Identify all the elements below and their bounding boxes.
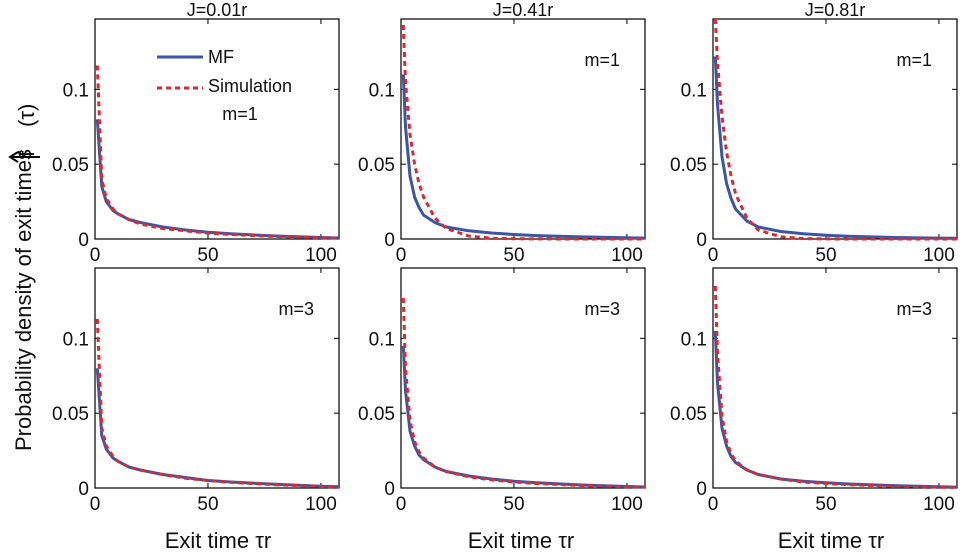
panel-title: J=0.01r	[187, 0, 248, 20]
panel-2: 0 50 100 0 0.05 0.1 J=0.41r m=1	[358, 0, 646, 266]
y-tick-label: 0.1	[369, 80, 395, 101]
y-axis-label: Probability density of exit times	[11, 149, 36, 451]
x-tick-label: 0	[90, 245, 101, 266]
y-tick-label: 0.1	[681, 329, 707, 350]
y-tick-label: 0	[696, 230, 707, 251]
x-tick-label: 100	[305, 245, 337, 266]
x-axis-label-col3: Exit time τr	[778, 528, 884, 553]
panel-3: 0 50 100 0 0.05 0.1 J=0.81r m=1	[670, 0, 958, 266]
y-tick-label: 0.1	[63, 329, 89, 350]
panel-4: 0 50 100 0 0.05 0.1 m=3	[52, 267, 340, 515]
panel-title: J=0.81r	[805, 0, 866, 20]
y-tick-label: 0.05	[358, 155, 395, 176]
y-tick-label: 0.1	[369, 329, 395, 350]
panel-title: J=0.41r	[493, 0, 554, 20]
series-simulation-line	[401, 297, 646, 489]
series-mf-line	[401, 74, 646, 240]
series-mf-line	[713, 56, 958, 240]
series-simulation-line	[95, 65, 340, 240]
y-axis-symbol: f (τ)	[8, 104, 40, 163]
x-tick-label: 100	[923, 245, 955, 266]
x-tick-label: 100	[611, 245, 643, 266]
y-axis-symbol-tau: (τ)	[14, 104, 39, 127]
y-tick-label: 0.05	[52, 404, 89, 425]
x-tick-label: 50	[503, 494, 524, 515]
panel-annotation: m=1	[896, 50, 932, 70]
x-tick-label: 0	[708, 245, 719, 266]
x-tick-label: 100	[305, 494, 337, 515]
y-tick-label: 0.05	[358, 404, 395, 425]
x-tick-label: 0	[708, 494, 719, 515]
x-tick-label: 50	[503, 245, 524, 266]
panel-annotation: m=3	[278, 299, 314, 319]
series-simulation-line	[95, 318, 340, 489]
plot-area	[400, 18, 646, 240]
x-axis-label-col2: Exit time τr	[468, 528, 574, 553]
x-tick-label: 50	[815, 494, 836, 515]
y-tick-label: 0	[384, 479, 395, 500]
plot-area	[94, 18, 340, 240]
series-simulation-line	[713, 18, 957, 241]
panel-annotation: m=1	[584, 50, 620, 70]
y-tick-label: 0.05	[670, 404, 707, 425]
plot-area	[712, 18, 958, 240]
x-tick-label: 0	[396, 245, 407, 266]
panel-annotation: m=3	[584, 299, 620, 319]
plot-area	[94, 267, 340, 489]
x-tick-label: 0	[396, 494, 407, 515]
y-tick-label: 0.05	[670, 155, 707, 176]
legend-mf-label: MF	[208, 47, 234, 67]
series-simulation-line	[401, 24, 645, 241]
y-tick-label: 0.05	[52, 155, 89, 176]
x-tick-label: 100	[611, 494, 643, 515]
panel-6: 0 50 100 0 0.05 0.1 m=3	[670, 267, 958, 515]
y-tick-label: 0	[78, 230, 89, 251]
down-arrow-icon	[8, 151, 19, 163]
x-tick-label: 50	[197, 494, 218, 515]
panel-1: 0 50 100 0 0.05 0.1 J=0.01r m=1	[52, 0, 340, 266]
panel-grid: 0 50 100 0 0.05 0.1 J=0.01r m=1 0 50 100 0 0.05 0.1 J=…	[52, 0, 958, 515]
x-tick-label: 100	[923, 494, 955, 515]
y-tick-label: 0	[696, 479, 707, 500]
x-tick-label: 50	[197, 245, 218, 266]
panel-annotation: m=1	[222, 104, 258, 124]
x-tick-label: 0	[90, 494, 101, 515]
panel-5: 0 50 100 0 0.05 0.1 m=3	[358, 267, 646, 515]
x-tick-label: 50	[815, 245, 836, 266]
y-tick-label: 0	[78, 479, 89, 500]
series-simulation-line	[713, 285, 958, 489]
plot-area	[712, 267, 958, 489]
x-axis-label-col1: Exit time τr	[165, 528, 271, 553]
y-tick-label: 0.1	[63, 80, 89, 101]
legend-sim-label: Simulation	[208, 76, 292, 96]
plot-area	[400, 267, 646, 489]
y-axis-symbol-f: f	[14, 150, 39, 157]
panel-annotation: m=3	[896, 299, 932, 319]
y-tick-label: 0.1	[681, 80, 707, 101]
legend: MF Simulation	[157, 47, 292, 96]
y-tick-label: 0	[384, 230, 395, 251]
